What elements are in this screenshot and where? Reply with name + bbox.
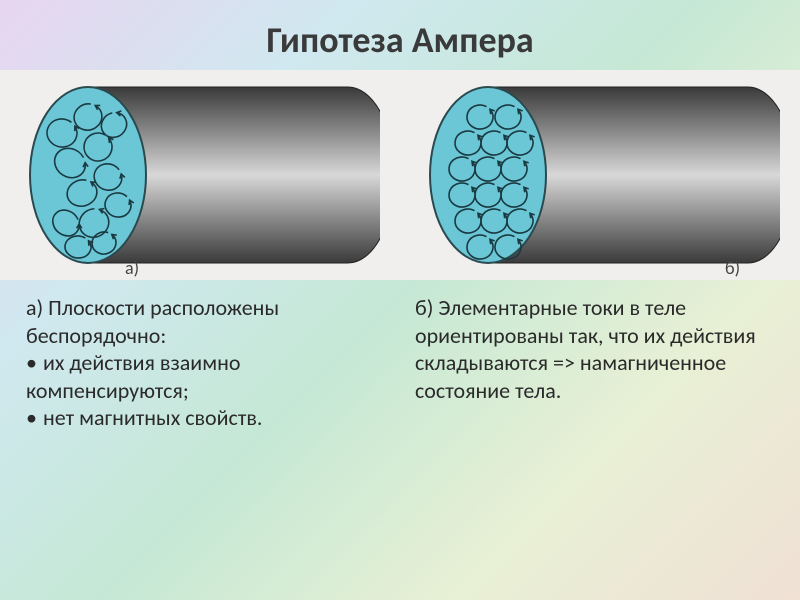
text-right: б) Элементарные токи в теле ориентирован…	[415, 294, 774, 432]
bullet-item: их действия взаимно компенсируются;	[26, 349, 385, 404]
text-right-content: б) Элементарные токи в теле ориентирован…	[415, 294, 774, 404]
text-left-head: а) Плоскости расположены беспорядочно:	[26, 294, 385, 349]
page-title: Гипотеза Ампера	[0, 0, 800, 70]
text-row: а) Плоскости расположены беспорядочно: и…	[0, 280, 800, 432]
text-left-bullets: их действия взаимно компенсируются;нет м…	[26, 349, 385, 432]
diagram-band: а) б)	[0, 70, 800, 280]
label-b: б)	[725, 257, 740, 279]
label-a: а)	[125, 257, 139, 279]
text-left: а) Плоскости расположены беспорядочно: и…	[26, 294, 385, 432]
bullet-item: нет магнитных свойств.	[26, 404, 385, 432]
cylinder-b: б)	[420, 75, 780, 275]
cylinder-a: а)	[20, 75, 380, 275]
